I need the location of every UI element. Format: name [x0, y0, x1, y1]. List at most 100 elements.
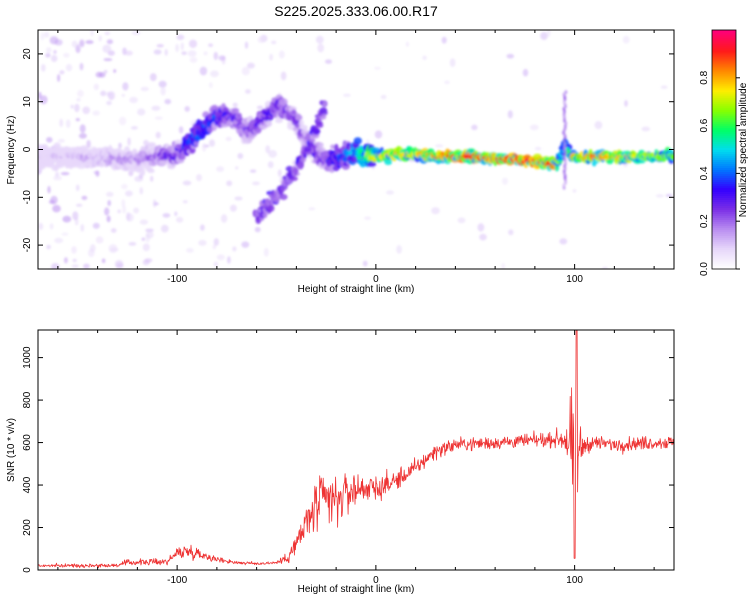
- spectrogram-cell: [374, 66, 381, 70]
- colorbar-swatch: [712, 89, 736, 93]
- spectrogram-cell: [102, 44, 112, 53]
- spectrogram-x-tick-label: 0: [373, 274, 379, 285]
- spectrogram-cell: [75, 117, 80, 122]
- spectrogram-cell: [213, 238, 219, 246]
- colorbar-frame: [711, 29, 737, 270]
- spectrogram-cell: [210, 70, 219, 78]
- colorbar-swatch: [712, 71, 736, 75]
- colorbar-swatch: [712, 61, 736, 65]
- colorbar-swatch: [712, 215, 736, 218]
- spectrogram-cell: [80, 224, 85, 232]
- spectrogram-cell: [364, 216, 372, 220]
- spectrogram-cell: [321, 113, 327, 120]
- spectrogram-cell: [203, 51, 208, 56]
- colorbar-swatch: [712, 125, 736, 129]
- spectrogram-cell: [63, 257, 68, 264]
- colorbar-swatch: [712, 213, 736, 216]
- colorbar-swatch: [712, 247, 736, 250]
- colorbar-swatch: [712, 115, 736, 119]
- spectrogram-cell: [385, 190, 395, 195]
- spectrogram-cell: [90, 30, 94, 37]
- spectrogram-cell: [308, 141, 315, 148]
- colorbar-swatch: [712, 257, 736, 260]
- spectrogram-cell: [178, 126, 184, 134]
- colorbar-swatch: [712, 191, 736, 194]
- colorbar-swatch: [712, 193, 736, 196]
- spectrogram-cell: [195, 173, 203, 182]
- spectrogram-cell: [50, 54, 58, 63]
- colorbar-swatch: [712, 149, 736, 153]
- spectrogram-cell: [303, 153, 308, 159]
- colorbar-swatch: [712, 173, 736, 176]
- spectrogram-cell: [263, 247, 269, 257]
- spectrogram-cell: [265, 120, 273, 127]
- spectrogram-cell: [53, 49, 57, 55]
- spectrogram-cell: [142, 243, 150, 252]
- spectrogram-cell: [189, 57, 198, 63]
- spectrogram-cell: [141, 237, 146, 241]
- spectrogram-cell: [296, 162, 305, 169]
- colorbar-swatch: [712, 30, 736, 33]
- spectrogram-cell: [257, 36, 266, 44]
- spectrogram-cell: [85, 40, 94, 45]
- colorbar-swatch: [712, 51, 736, 55]
- spectrogram-cell: [133, 207, 140, 214]
- spectrogram-cell: [140, 86, 149, 92]
- spectrogram-cell: [290, 176, 298, 182]
- snr-y-tick-label: 200: [22, 519, 33, 536]
- spectrogram-cell: [246, 62, 255, 69]
- spectrogram-cell: [312, 128, 320, 135]
- spectrogram-cell: [118, 116, 127, 126]
- spectrogram-cell: [665, 193, 673, 198]
- spectrogram-cell: [129, 96, 138, 104]
- spectrogram-cell: [200, 224, 205, 231]
- colorbar-swatch: [712, 235, 736, 238]
- colorbar-swatch: [712, 145, 736, 149]
- snr-x-axis: -100 0 100: [57, 330, 655, 586]
- spectrogram-cell: [308, 138, 315, 143]
- snr-y-tick-label: 600: [22, 434, 33, 451]
- snr-y-tick-label: 1000: [22, 346, 33, 369]
- spectrogram-cell: [405, 41, 409, 47]
- spectrogram-cell: [115, 262, 124, 269]
- spectrogram-cell: [208, 43, 214, 48]
- colorbar-swatch: [712, 65, 736, 69]
- spectrogram-cell: [265, 145, 271, 154]
- colorbar-swatch: [712, 45, 736, 49]
- spectrogram-cell: [235, 112, 242, 118]
- spectrogram-cell: [208, 82, 213, 89]
- spectrogram-cell: [435, 144, 444, 148]
- spectrogram-cell: [374, 130, 383, 139]
- colorbar-swatch: [712, 243, 736, 246]
- spectrogram-cell: [59, 118, 64, 128]
- spectrogram-cell: [60, 172, 70, 176]
- spectrogram-cell: [216, 166, 225, 173]
- spectrogram-cell: [671, 153, 674, 160]
- colorbar-swatch: [712, 117, 736, 121]
- spectrogram-cell: [208, 139, 216, 147]
- colorbar-swatch: [712, 83, 736, 87]
- spectrogram-cell: [572, 189, 577, 193]
- colorbar-swatch: [712, 105, 736, 109]
- colorbar-swatch: [712, 161, 736, 165]
- colorbar-swatch: [712, 107, 736, 111]
- colorbar-swatch: [712, 31, 736, 35]
- spectrogram-cell: [139, 168, 146, 177]
- spectrogram-cell: [229, 204, 237, 212]
- spectrogram-cell: [380, 94, 387, 100]
- spectrogram-cell: [164, 48, 168, 56]
- spectrogram-x-tick-label: -100: [167, 274, 187, 285]
- spectrogram-blobs: [38, 30, 674, 269]
- spectrogram-cell: [52, 204, 61, 213]
- spectrogram-cell: [220, 214, 228, 223]
- spectrogram-cell: [198, 239, 207, 246]
- spectrogram-cell: [149, 73, 157, 82]
- colorbar-swatch: [712, 67, 736, 71]
- snr-x-tick-label: -100: [167, 575, 187, 586]
- spectrogram-cell: [158, 80, 167, 88]
- colorbar-swatch: [712, 111, 736, 115]
- spectrogram-cell: [155, 131, 161, 139]
- spectrogram-cell: [121, 199, 126, 208]
- spectrogram-cell: [249, 169, 257, 173]
